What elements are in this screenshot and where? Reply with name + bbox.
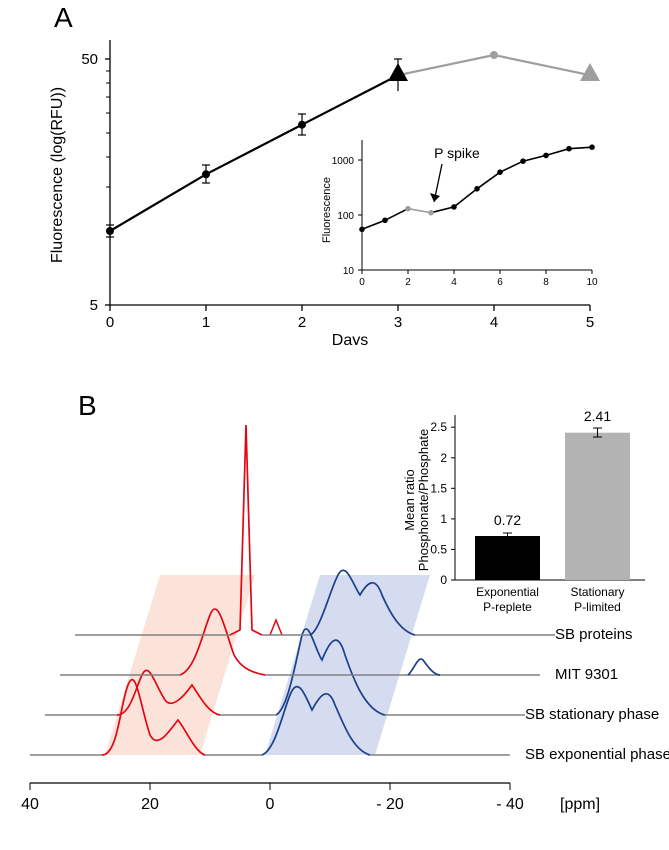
panel-a-inset-chart: 10 100 1000 0 2 4 6 8 10 Fluorescence P … [322, 130, 602, 300]
svg-text:10: 10 [586, 277, 598, 288]
svg-text:4: 4 [490, 314, 498, 331]
p-spike-label: P spike [434, 145, 480, 161]
bar-stationary [565, 433, 630, 580]
y-axis-label: Fluorescence (log(RFU)) [50, 87, 66, 263]
gray-triangle-marker [580, 63, 600, 81]
svg-text:3: 3 [394, 314, 402, 331]
trace-label-mit: MIT 9301 [555, 666, 618, 683]
bar-ylabel-2: Phosphonate/Phosphate [416, 429, 431, 571]
svg-text:8: 8 [543, 277, 549, 288]
svg-text:2: 2 [405, 277, 411, 288]
cat2-line1: Stationary [570, 585, 624, 599]
inset-gray [408, 209, 431, 213]
bar-exponential [475, 536, 540, 580]
trace-sb-stationary [45, 629, 525, 715]
trace-label-sb-exp: SB exponential phase [525, 746, 669, 763]
svg-text:4: 4 [451, 277, 457, 288]
inset-ylabel: Fluorescence [322, 177, 333, 243]
trace-label-sb-stat: SB stationary phase [525, 706, 659, 723]
svg-text:2.5: 2.5 [430, 420, 447, 434]
svg-text:0: 0 [440, 573, 447, 587]
yticks: 10 100 1000 [332, 156, 362, 277]
svg-text:- 20: - 20 [376, 796, 404, 813]
svg-text:1: 1 [202, 314, 210, 331]
bar-value-2: 2.41 [584, 408, 611, 424]
svg-text:0: 0 [106, 314, 114, 331]
cat1-line2: P-replete [483, 600, 532, 614]
svg-text:- 40: - 40 [496, 796, 524, 813]
svg-text:0.5: 0.5 [430, 542, 447, 556]
marker [490, 51, 498, 59]
svg-text:20: 20 [141, 796, 159, 813]
panel-b-bar-chart: 0 0.5 1 1.5 2 2.5 Mean ratio Phosphonate… [400, 400, 660, 630]
svg-text:2: 2 [298, 314, 306, 331]
svg-text:10: 10 [343, 266, 355, 277]
ytick-label-50: 50 [81, 51, 98, 68]
xticks: 0 1 2 3 4 5 [106, 305, 594, 331]
bar-ylabel-1: Mean ratio [402, 469, 417, 530]
yticks: 0 0.5 1 1.5 2 2.5 [430, 420, 455, 587]
x-axis-label: Days [332, 332, 368, 345]
red-band [105, 575, 255, 755]
svg-text:1000: 1000 [332, 156, 355, 167]
svg-text:2: 2 [440, 451, 447, 465]
xticks: 40 20 0 - 20 - 40 [21, 783, 524, 813]
svg-text:0: 0 [266, 796, 275, 813]
xaxis-unit: [ppm] [560, 796, 600, 813]
bar-value-1: 0.72 [494, 512, 521, 528]
svg-text:5: 5 [586, 314, 594, 331]
xticks: 0 2 4 6 8 10 [359, 270, 598, 288]
svg-text:100: 100 [337, 211, 354, 222]
cat2-line2: P-limited [574, 600, 621, 614]
svg-text:6: 6 [497, 277, 503, 288]
cat1-line1: Exponential [476, 585, 539, 599]
svg-text:1.5: 1.5 [430, 481, 447, 495]
svg-text:0: 0 [359, 277, 365, 288]
ytick-label-5: 5 [90, 297, 98, 314]
svg-text:1: 1 [440, 512, 447, 526]
svg-text:40: 40 [21, 796, 39, 813]
